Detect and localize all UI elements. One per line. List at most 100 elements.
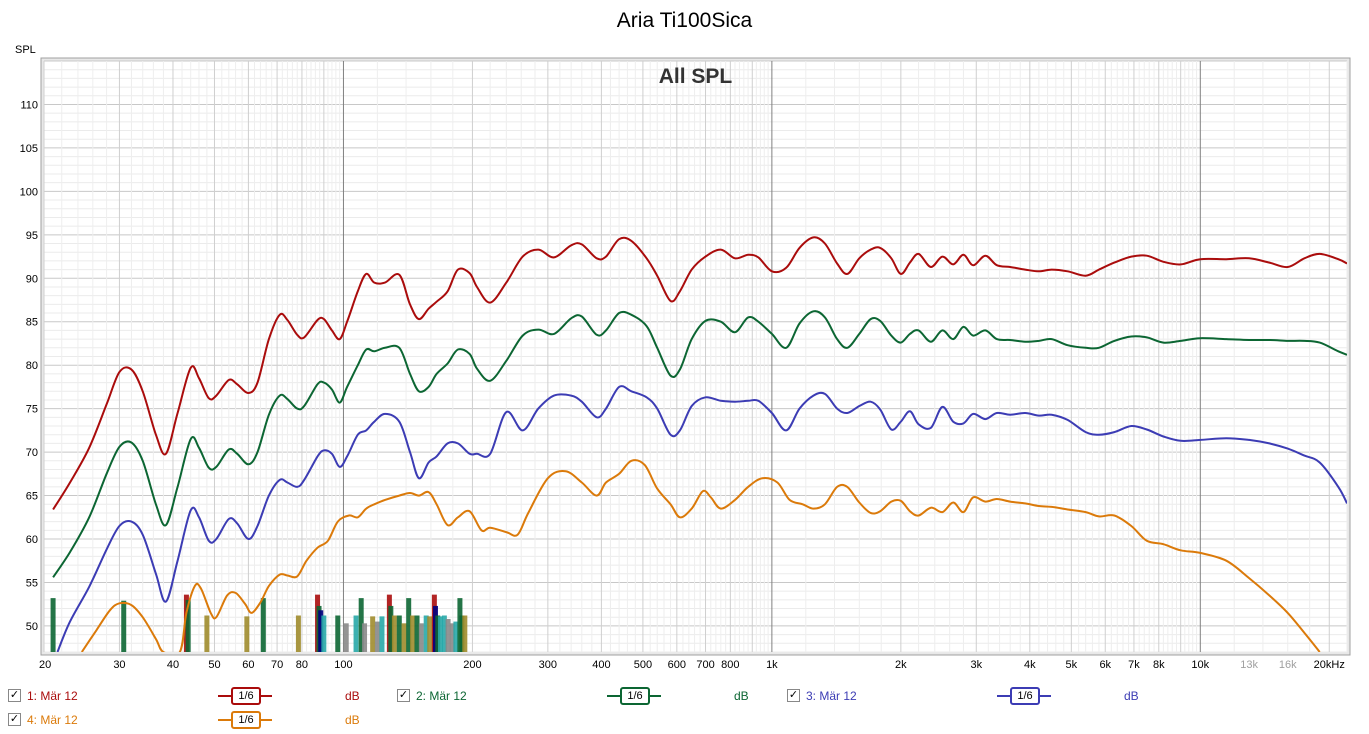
distortion-bar <box>462 615 468 652</box>
distortion-bar <box>410 615 416 652</box>
distortion-bar <box>244 616 250 652</box>
legend-unit-2: dB <box>734 689 749 703</box>
distortion-bar <box>358 598 364 652</box>
smoothing-value-3: 1/6 <box>1010 687 1040 705</box>
x-tick-label: 300 <box>539 659 557 671</box>
distortion-bar <box>388 605 394 652</box>
y-tick-label: 90 <box>26 273 38 285</box>
legend-checkbox-3[interactable]: ✓ <box>787 689 800 702</box>
x-tick-label: 60 <box>242 659 254 671</box>
distortion-bar <box>362 623 368 652</box>
distortion-bar <box>391 615 397 652</box>
y-tick-label: 50 <box>26 621 38 633</box>
series-line-4 <box>80 459 1321 652</box>
chart-title: Aria Ti100Sica <box>616 9 753 32</box>
y-axis-label: SPL <box>15 44 36 56</box>
spl-chart: All SPL SPL 50 55 60 65 70 75 80 85 90 95 100 105 110 2… <box>15 44 1351 671</box>
x-tick-label: 80 <box>296 659 308 671</box>
distortion-bar <box>401 623 407 652</box>
x-tick-label: 13k <box>1240 659 1258 671</box>
distortion-bar <box>204 615 210 652</box>
y-tick-label: 70 <box>26 447 38 459</box>
y-tick-label: 75 <box>26 404 38 416</box>
distortion-bar <box>441 615 447 652</box>
distortion-bar <box>321 615 327 652</box>
y-tick-label: 100 <box>20 186 38 198</box>
y-tick-label: 95 <box>26 230 38 242</box>
distortion-bar <box>396 615 402 652</box>
distortion-bar <box>438 616 444 652</box>
x-tick-label: 20kHz <box>1314 659 1345 671</box>
y-tick-label: 55 <box>26 577 38 589</box>
series-line-3 <box>56 385 1347 652</box>
x-tick-label: 16k <box>1279 659 1297 671</box>
x-tick-label: 10k <box>1191 659 1209 671</box>
distortion-bar <box>449 623 455 652</box>
x-tick-label: 4k <box>1024 659 1036 671</box>
plot-inner-title: All SPL <box>659 65 733 88</box>
smoothing-value-4: 1/6 <box>231 711 261 729</box>
distortion-bar <box>295 615 301 652</box>
series-line-1 <box>52 236 1347 511</box>
y-tick-label: 105 <box>20 143 38 155</box>
distortion-bar <box>427 616 433 652</box>
distortion-bar <box>260 598 266 652</box>
legend-checkbox-2[interactable]: ✓ <box>397 689 410 702</box>
x-tick-label: 5k <box>1066 659 1078 671</box>
distortion-bar <box>374 621 380 652</box>
legend-label-2: 2: Mär 12 <box>416 689 467 703</box>
y-tick-label: 80 <box>26 360 38 372</box>
x-tick-label: 1k <box>766 659 778 671</box>
distortion-bar <box>423 615 429 652</box>
legend-label-1: 1: Mär 12 <box>27 689 78 703</box>
x-tick-label: 3k <box>970 659 982 671</box>
x-tick-label: 40 <box>167 659 179 671</box>
legend-unit-4: dB <box>345 713 360 727</box>
distortion-bar <box>445 618 451 652</box>
x-tick-label: 8k <box>1153 659 1165 671</box>
distortion-bar <box>406 598 412 652</box>
y-tick-label: 110 <box>20 99 38 111</box>
y-tick-label: 85 <box>26 317 38 329</box>
distortion-bar <box>379 616 385 652</box>
y-tick-label: 60 <box>26 534 38 546</box>
smoothing-value-2: 1/6 <box>620 687 650 705</box>
distortion-bar <box>459 615 465 652</box>
distortion-bar <box>185 599 191 652</box>
distortion-bar <box>343 623 349 652</box>
x-tick-label: 400 <box>592 659 610 671</box>
legend-label-4: 4: Mär 12 <box>27 713 78 727</box>
x-tick-label: 20 <box>39 659 51 671</box>
x-tick-label: 50 <box>208 659 220 671</box>
x-tick-label: 30 <box>113 659 125 671</box>
series-line-2 <box>52 310 1347 578</box>
y-tick-label: 65 <box>26 491 38 503</box>
x-tick-label: 70 <box>271 659 283 671</box>
distortion-bar <box>370 616 376 652</box>
x-tick-label: 200 <box>463 659 481 671</box>
x-tick-label: 7k <box>1128 659 1140 671</box>
legend-unit-1: dB <box>345 689 360 703</box>
distortion-bar <box>121 600 127 652</box>
distortion-bar <box>418 623 424 652</box>
legend-checkbox-1[interactable]: ✓ <box>8 689 21 702</box>
distortion-bar <box>435 615 441 652</box>
x-tick-label: 100 <box>334 659 352 671</box>
distortion-bar <box>335 615 341 652</box>
distortion-bar <box>414 615 420 652</box>
x-tick-label: 800 <box>721 659 739 671</box>
distortion-bar <box>353 615 359 652</box>
smoothing-value-1: 1/6 <box>231 687 261 705</box>
distortion-bar <box>50 598 56 652</box>
x-tick-label: 700 <box>696 659 714 671</box>
plot-content <box>50 236 1347 652</box>
x-tick-label: 2k <box>895 659 907 671</box>
legend-checkbox-4[interactable]: ✓ <box>8 713 21 726</box>
x-tick-label: 500 <box>634 659 652 671</box>
distortion-bar <box>453 621 459 652</box>
x-tick-label: 600 <box>668 659 686 671</box>
legend-unit-3: dB <box>1124 689 1139 703</box>
x-tick-label: 6k <box>1099 659 1111 671</box>
distortion-bar <box>318 610 324 652</box>
legend-label-3: 3: Mär 12 <box>806 689 857 703</box>
